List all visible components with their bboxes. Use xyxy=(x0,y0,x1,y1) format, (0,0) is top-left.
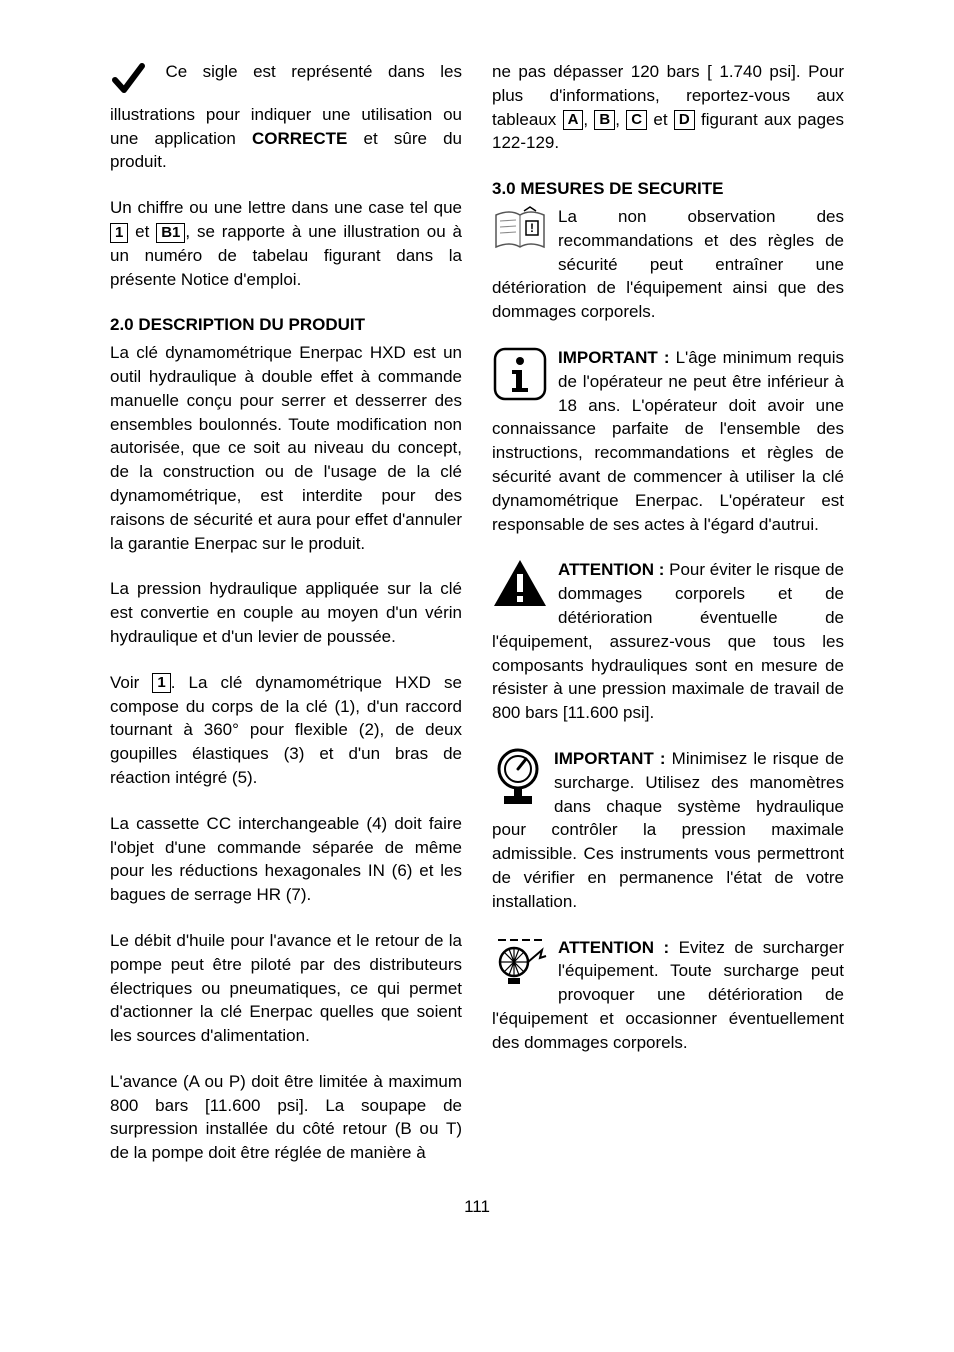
correct-symbol-para: Ce sigle est représenté dans les illustr… xyxy=(110,60,462,174)
section-heading-3: 3.0 MESURES DE SECURITE xyxy=(492,177,844,201)
warning-triangle-icon xyxy=(492,558,548,615)
body-text: , xyxy=(583,110,594,129)
important-label: IMPORTANT : xyxy=(558,348,676,367)
cassette-para: La cassette CC interchangeable (4) doit … xyxy=(110,812,462,907)
illustrations-ref-para: Un chiffre ou une lettre dans une case t… xyxy=(110,196,462,291)
attention-label: ATTENTION : xyxy=(558,938,679,957)
body-text: et xyxy=(647,110,674,129)
right-column: ne pas dépasser 120 bars [ 1.740 psi]. P… xyxy=(492,60,844,1165)
body-text: Voir xyxy=(110,673,152,692)
attention-overload-para: ATTENTION : Evitez de surcharger l'équip… xyxy=(492,936,844,1055)
page-number: 111 xyxy=(110,1195,844,1219)
section-heading-2: 2.0 DESCRIPTION DU PRODUIT xyxy=(110,313,462,337)
box-ref-c: C xyxy=(626,110,647,130)
important-age-para: IMPORTANT : L'âge minimum requis de l'op… xyxy=(492,346,844,536)
box-ref-b1: B1 xyxy=(156,223,185,243)
tables-ref-para: ne pas dépasser 120 bars [ 1.740 psi]. P… xyxy=(492,60,844,155)
left-column: Ce sigle est représenté dans les illustr… xyxy=(110,60,462,1165)
body-text: , xyxy=(615,110,626,129)
box-ref-1: 1 xyxy=(110,223,128,243)
attention-label: ATTENTION : xyxy=(558,560,669,579)
box-ref-d: D xyxy=(674,110,695,130)
components-para: Voir 1. La clé dynamométrique HXD se com… xyxy=(110,671,462,790)
gauge-icon xyxy=(492,747,544,814)
overload-icon xyxy=(492,936,548,993)
box-ref-b: B xyxy=(594,110,615,130)
oil-flow-para: Le débit d'huile pour l'avance et le ret… xyxy=(110,929,462,1048)
info-icon xyxy=(492,346,548,409)
product-desc-para: La clé dynamométrique Enerpac HXD est un… xyxy=(110,341,462,555)
advance-para: L'avance (A ou P) doit être limitée à ma… xyxy=(110,1070,462,1165)
attention-pressure-para: ATTENTION : Pour éviter le risque de dom… xyxy=(492,558,844,725)
two-column-layout: Ce sigle est représenté dans les illustr… xyxy=(110,60,844,1165)
body-text: CORRECTE xyxy=(252,129,347,148)
safety-intro-para: ! La non observation des recommandations… xyxy=(492,205,844,324)
box-ref-1b: 1 xyxy=(152,673,170,693)
hydraulic-para: La pression hydraulique appliquée sur la… xyxy=(110,577,462,648)
body-text: Un chiffre ou une lettre dans une case t… xyxy=(110,198,462,217)
body-text: Minimisez le risque de surcharge. Utilis… xyxy=(492,749,844,911)
important-gauge-para: IMPORTANT : Minimisez le risque de surch… xyxy=(492,747,844,914)
box-ref-a: A xyxy=(563,110,584,130)
body-text: et xyxy=(128,222,156,241)
important-label: IMPORTANT : xyxy=(554,749,672,768)
checkmark-icon xyxy=(110,60,146,103)
manual-icon: ! xyxy=(492,205,548,260)
svg-text:!: ! xyxy=(530,221,534,235)
